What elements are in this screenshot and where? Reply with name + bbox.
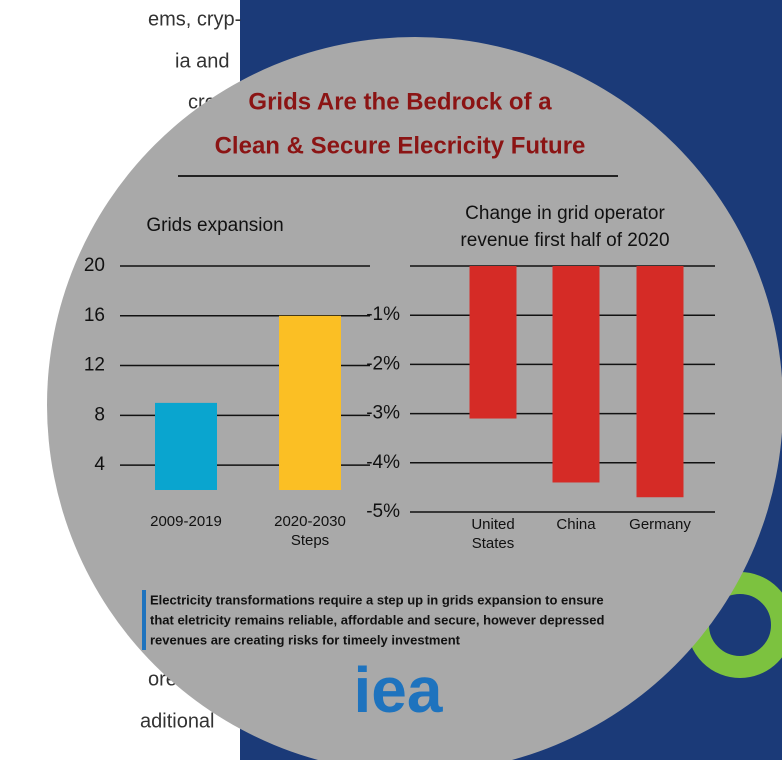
bar <box>155 403 217 490</box>
background-text-line: ia and <box>175 50 230 72</box>
y-tick-label: 4 <box>94 454 105 475</box>
y-tick-label: 8 <box>94 404 105 425</box>
bar <box>279 316 341 490</box>
y-tick-label: -4% <box>366 452 400 473</box>
y-tick-label: -2% <box>366 353 400 374</box>
title: Clean & Secure Elecricity Future <box>215 132 586 159</box>
x-tick-label: Germany <box>629 516 691 533</box>
x-tick-label: China <box>556 516 596 533</box>
caption: Electricity transformations require a st… <box>150 592 604 607</box>
y-tick-label: 20 <box>84 255 105 276</box>
chart-title: revenue first half of 2020 <box>460 230 669 251</box>
background-text-line: aditional <box>140 710 215 732</box>
bar <box>553 266 600 482</box>
caption: revenues are creating risks for timeely … <box>150 632 461 647</box>
title: Grids Are the Bedrock of a <box>248 88 552 115</box>
y-tick-label: -5% <box>366 501 400 522</box>
background-text-line: ems, cryp- <box>148 8 241 30</box>
logo: iea <box>354 654 443 726</box>
caption: that eletricity remains reliable, afford… <box>150 612 605 627</box>
x-tick-label: 2009-2019 <box>150 513 222 530</box>
bar <box>470 266 517 419</box>
infographic: ems, cryp-ia andcreas-stopedoreaditional… <box>0 0 782 760</box>
bar <box>637 266 684 497</box>
y-tick-label: 16 <box>84 305 105 326</box>
chart-title: Grids expansion <box>146 215 283 236</box>
y-tick-label: -3% <box>366 403 400 424</box>
y-tick-label: -1% <box>366 304 400 325</box>
y-tick-label: 12 <box>84 355 105 376</box>
chart-title: Change in grid operator <box>465 203 665 224</box>
caption-bar <box>142 590 146 650</box>
page: ems, cryp-ia andcreas-stopedoreaditional… <box>0 0 782 760</box>
